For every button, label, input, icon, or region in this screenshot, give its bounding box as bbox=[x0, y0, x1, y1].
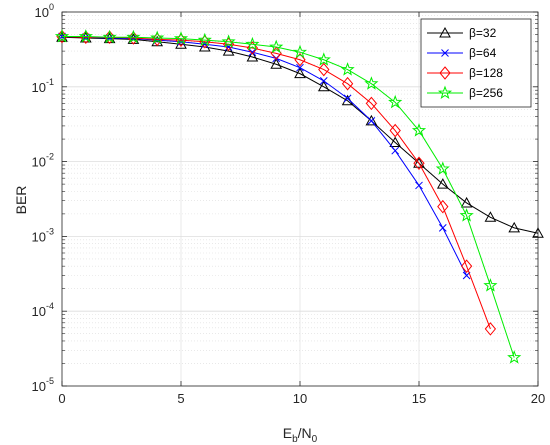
data-point bbox=[316, 52, 331, 66]
data-point bbox=[389, 123, 401, 138]
y-tick-label: 10-3 bbox=[32, 226, 54, 244]
data-point bbox=[388, 94, 403, 109]
legend: β=32 β=64 β=128 β=256 bbox=[420, 18, 532, 108]
x-tick-label: 5 bbox=[177, 391, 184, 406]
marker-stroke bbox=[415, 181, 423, 190]
data-point bbox=[460, 196, 473, 208]
data-point bbox=[317, 80, 330, 92]
data-point bbox=[318, 62, 330, 77]
data-point bbox=[437, 199, 449, 214]
x-tick-label: 0 bbox=[58, 391, 65, 406]
series-3 bbox=[54, 29, 522, 364]
data-point bbox=[389, 136, 402, 148]
data-point bbox=[126, 29, 141, 44]
data-point bbox=[269, 39, 284, 54]
x-tick-label: 20 bbox=[531, 391, 545, 406]
legend-marker bbox=[439, 26, 451, 38]
data-point bbox=[436, 178, 449, 189]
marker-stroke bbox=[248, 48, 257, 57]
data-point bbox=[459, 208, 474, 222]
marker-stroke bbox=[438, 224, 447, 232]
legend-marker bbox=[441, 49, 449, 57]
data-point bbox=[102, 29, 117, 44]
series-line bbox=[61, 36, 539, 234]
data-point bbox=[367, 117, 376, 125]
data-point bbox=[365, 114, 378, 126]
legend-box bbox=[420, 18, 532, 108]
data-point bbox=[340, 62, 355, 76]
data-point bbox=[343, 94, 352, 103]
data-point bbox=[294, 67, 306, 79]
data-point bbox=[508, 221, 521, 233]
data-point bbox=[246, 41, 259, 55]
data-point bbox=[173, 31, 189, 45]
data-point bbox=[54, 29, 70, 43]
legend-entry: β=128 bbox=[427, 66, 503, 80]
data-point bbox=[435, 161, 450, 175]
data-point bbox=[532, 227, 544, 238]
marker-stroke bbox=[343, 94, 352, 103]
data-point bbox=[296, 63, 304, 72]
data-point bbox=[415, 181, 423, 190]
marker-stroke bbox=[296, 63, 304, 72]
legend-entry: β=256 bbox=[427, 85, 503, 100]
legend-entry: β=64 bbox=[427, 46, 497, 60]
data-point bbox=[246, 51, 259, 62]
legend-marker bbox=[439, 66, 451, 80]
legend-entry: β=32 bbox=[427, 26, 497, 40]
data-point bbox=[245, 36, 260, 51]
data-point bbox=[78, 29, 93, 43]
data-point bbox=[197, 32, 212, 47]
y-tick-label: 10-1 bbox=[32, 77, 54, 95]
data-point bbox=[364, 76, 379, 90]
y-tick-label: 10-2 bbox=[32, 152, 54, 170]
marker-stroke bbox=[391, 146, 400, 155]
marker-stroke bbox=[319, 77, 328, 85]
data-point bbox=[222, 45, 235, 56]
data-point bbox=[292, 44, 308, 59]
data-point bbox=[460, 259, 473, 273]
data-point bbox=[507, 350, 522, 364]
marker-stroke bbox=[441, 49, 449, 57]
data-point bbox=[127, 31, 140, 45]
data-point bbox=[413, 157, 425, 168]
y-tick-label: 10-4 bbox=[32, 301, 54, 319]
data-point bbox=[411, 123, 427, 137]
legend-label: β=64 bbox=[469, 46, 497, 60]
data-point bbox=[221, 34, 236, 48]
legend-label: β=256 bbox=[469, 86, 503, 100]
y-tick-label: 100 bbox=[35, 2, 54, 20]
data-point bbox=[319, 77, 328, 85]
data-point bbox=[341, 76, 354, 91]
x-tick-label: 15 bbox=[412, 391, 426, 406]
marker-stroke bbox=[367, 117, 376, 125]
legend-marker bbox=[437, 85, 453, 100]
y-tick-label: 10-5 bbox=[32, 376, 54, 394]
data-point bbox=[483, 278, 498, 292]
x-tick-label: 10 bbox=[293, 391, 307, 406]
data-point bbox=[365, 96, 378, 111]
data-point bbox=[438, 224, 447, 232]
data-point bbox=[270, 58, 283, 69]
data-point bbox=[391, 146, 400, 155]
data-point bbox=[150, 30, 165, 44]
legend-label: β=128 bbox=[469, 66, 503, 80]
legend-label: β=32 bbox=[469, 26, 497, 40]
data-point bbox=[484, 211, 497, 222]
data-point bbox=[294, 52, 306, 67]
data-point bbox=[248, 48, 257, 57]
y-axis-label: BER bbox=[13, 186, 29, 215]
series-layer bbox=[54, 29, 544, 364]
data-point bbox=[80, 30, 92, 45]
axes-layer: 0 5 10 15 20 100 10-1 10-2 10-3 10-4 10-5 bbox=[32, 2, 546, 406]
data-point bbox=[484, 322, 497, 336]
data-point bbox=[413, 156, 425, 171]
x-axis-label: Eb/N0 bbox=[283, 425, 318, 445]
series-line bbox=[61, 36, 491, 330]
